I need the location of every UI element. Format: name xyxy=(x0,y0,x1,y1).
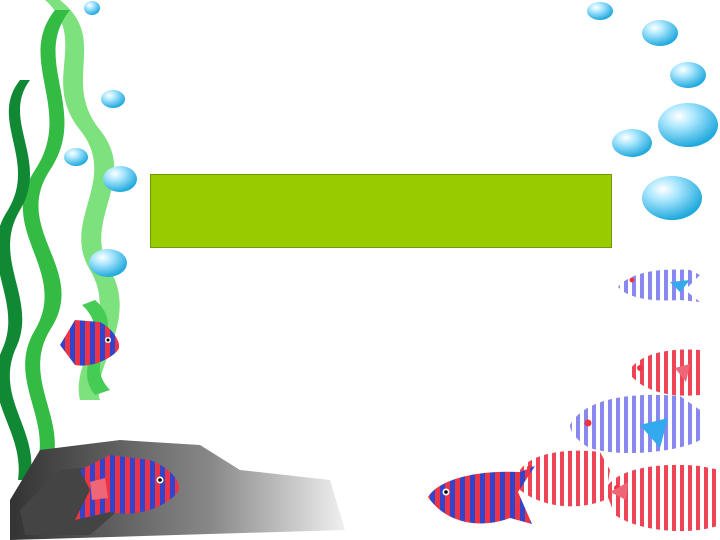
seaweed-dark-frond xyxy=(0,80,32,480)
fish-red-pink-mid xyxy=(628,349,700,396)
bubble xyxy=(103,166,137,192)
fish-lavender-small xyxy=(618,269,700,302)
fish-red-blue-small xyxy=(60,320,120,366)
title-placeholder-box xyxy=(150,174,612,248)
seaweed-light-frond xyxy=(45,0,120,400)
bubble xyxy=(64,148,88,166)
bubble xyxy=(89,249,127,277)
bubble xyxy=(612,129,652,157)
bubble xyxy=(642,176,702,220)
fish-red-pink-school-2 xyxy=(605,464,720,532)
seaweed-mid-frond xyxy=(22,10,70,470)
seaweed-left xyxy=(0,0,120,480)
bubbles xyxy=(64,1,718,277)
bubble xyxy=(84,1,100,15)
bubble xyxy=(101,90,125,108)
fish-red-blue-bottom xyxy=(428,466,535,524)
fish-red-pink-school-1 xyxy=(520,450,610,507)
fish-lavender-large xyxy=(570,394,700,454)
bubble xyxy=(587,2,613,20)
bubble xyxy=(670,62,706,88)
bubble xyxy=(658,103,718,147)
bubble xyxy=(642,20,678,46)
fish-red-blue-large xyxy=(75,455,180,520)
